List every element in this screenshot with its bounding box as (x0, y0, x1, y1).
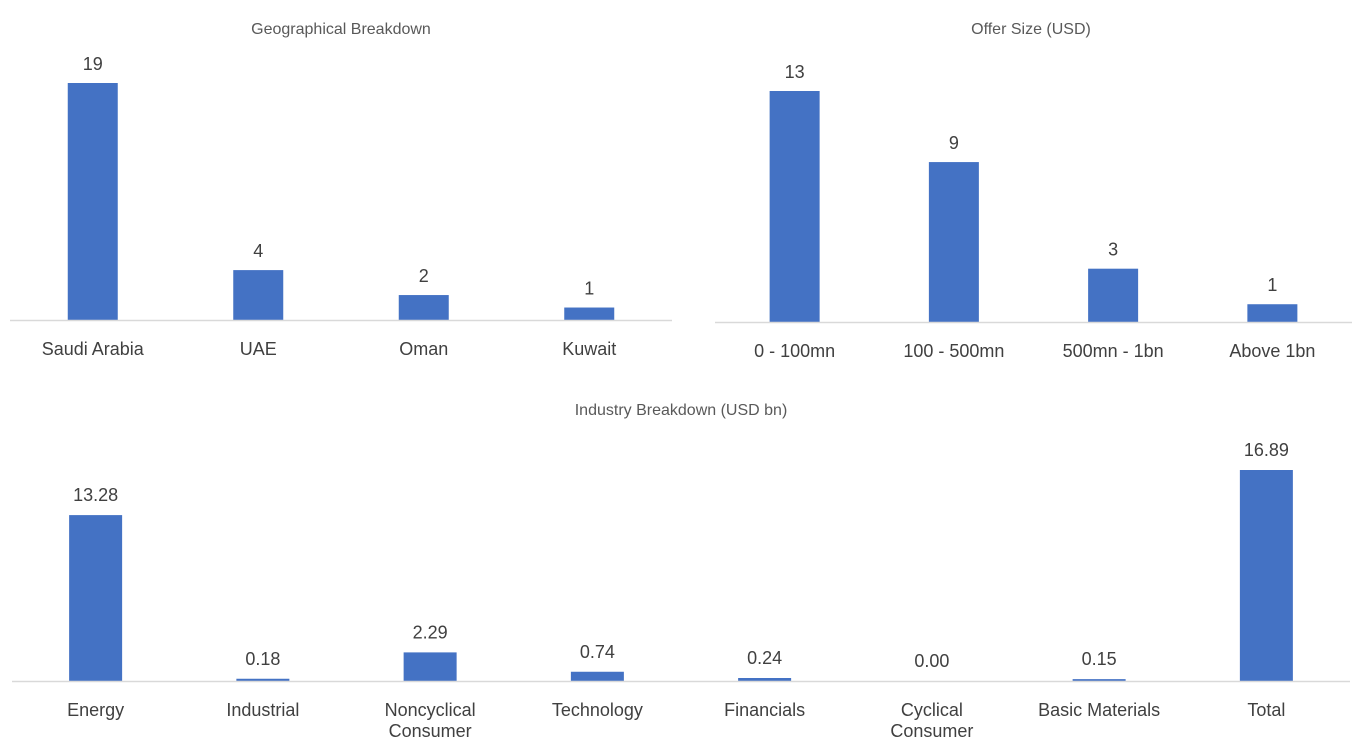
bar-noncyclical-consumer (403, 652, 457, 681)
data-label-basic-materials: 0.15 (1082, 649, 1117, 669)
category-label-line: Consumer (890, 721, 973, 741)
bar-technology (570, 671, 624, 681)
bar-basic-materials (1072, 679, 1126, 681)
industry-breakdown-svg: Industry Breakdown (USD bn) 13.28 Energy 0.… (12, 402, 1350, 741)
category-label-500mn-1bn: 500mn - 1bn (1063, 341, 1164, 361)
category-label-uae: UAE (240, 339, 277, 359)
bar-kuwait (564, 307, 615, 320)
category-label-100-500mn: 100 - 500mn (903, 341, 1004, 361)
category-label-above-1bn: Above 1bn (1229, 341, 1315, 361)
bar-financials (738, 678, 792, 681)
category-label-cyclical-consumer: Cyclical Consumer (890, 700, 973, 741)
offer-size-svg: Offer Size (USD) 13 0 - 100mn 9 100 - 500mn 3… (715, 21, 1352, 361)
category-label-energy: Energy (67, 700, 124, 720)
data-label-technology: 0.74 (580, 642, 615, 662)
industry-breakdown-chart: Industry Breakdown (USD bn) 13.28 Energy 0.… (0, 385, 1362, 741)
data-label-energy: 13.28 (73, 485, 118, 505)
bar-industrial (236, 678, 290, 681)
bar-total (1239, 470, 1293, 681)
geographical-breakdown-chart: Geographical Breakdown 19 Saudi Arabia 4 UAE… (0, 0, 682, 380)
bar-saudi-arabia (67, 83, 118, 320)
category-label-noncyclical-consumer: Noncyclical Consumer (385, 700, 476, 741)
data-label-above-1bn: 1 (1267, 275, 1277, 295)
bar-0-100mn (769, 91, 820, 322)
category-label-industrial: Industrial (226, 700, 299, 720)
bar-500mn-1bn (1088, 268, 1139, 322)
data-label-100-500mn: 9 (949, 133, 959, 153)
bar-uae (233, 270, 284, 320)
data-label-kuwait: 1 (584, 279, 594, 299)
data-label-noncyclical-consumer: 2.29 (413, 622, 448, 642)
category-label-saudi-arabia: Saudi Arabia (42, 339, 145, 359)
bar-oman (398, 295, 449, 320)
category-label-financials: Financials (724, 700, 805, 720)
data-label-financials: 0.24 (747, 648, 782, 668)
bar-above-1bn (1247, 304, 1298, 322)
data-label-saudi-arabia: 19 (83, 54, 103, 74)
category-label-basic-materials: Basic Materials (1038, 700, 1160, 720)
data-label-500mn-1bn: 3 (1108, 240, 1118, 260)
bar-100-500mn (928, 162, 979, 322)
chart-title: Geographical Breakdown (251, 21, 431, 38)
bar-energy (69, 515, 123, 681)
category-label-total: Total (1247, 700, 1285, 720)
category-label-line: Consumer (389, 721, 472, 741)
data-label-total: 16.89 (1244, 440, 1289, 460)
data-label-industrial: 0.18 (245, 649, 280, 669)
data-label-0-100mn: 13 (785, 62, 805, 82)
chart-title: Offer Size (USD) (971, 21, 1091, 38)
category-label-line: Noncyclical (385, 700, 476, 720)
data-label-cyclical-consumer: 0.00 (914, 651, 949, 671)
category-label-kuwait: Kuwait (562, 339, 616, 359)
category-label-line: Cyclical (901, 700, 963, 720)
data-label-uae: 4 (253, 241, 263, 261)
category-label-technology: Technology (552, 700, 643, 720)
category-label-oman: Oman (399, 339, 448, 359)
geographical-breakdown-svg: Geographical Breakdown 19 Saudi Arabia 4 UAE… (10, 21, 672, 359)
data-label-oman: 2 (419, 266, 429, 286)
offer-size-chart: Offer Size (USD) 13 0 - 100mn 9 100 - 500mn 3… (700, 0, 1362, 380)
category-label-0-100mn: 0 - 100mn (754, 341, 835, 361)
chart-title: Industry Breakdown (USD bn) (575, 402, 788, 419)
